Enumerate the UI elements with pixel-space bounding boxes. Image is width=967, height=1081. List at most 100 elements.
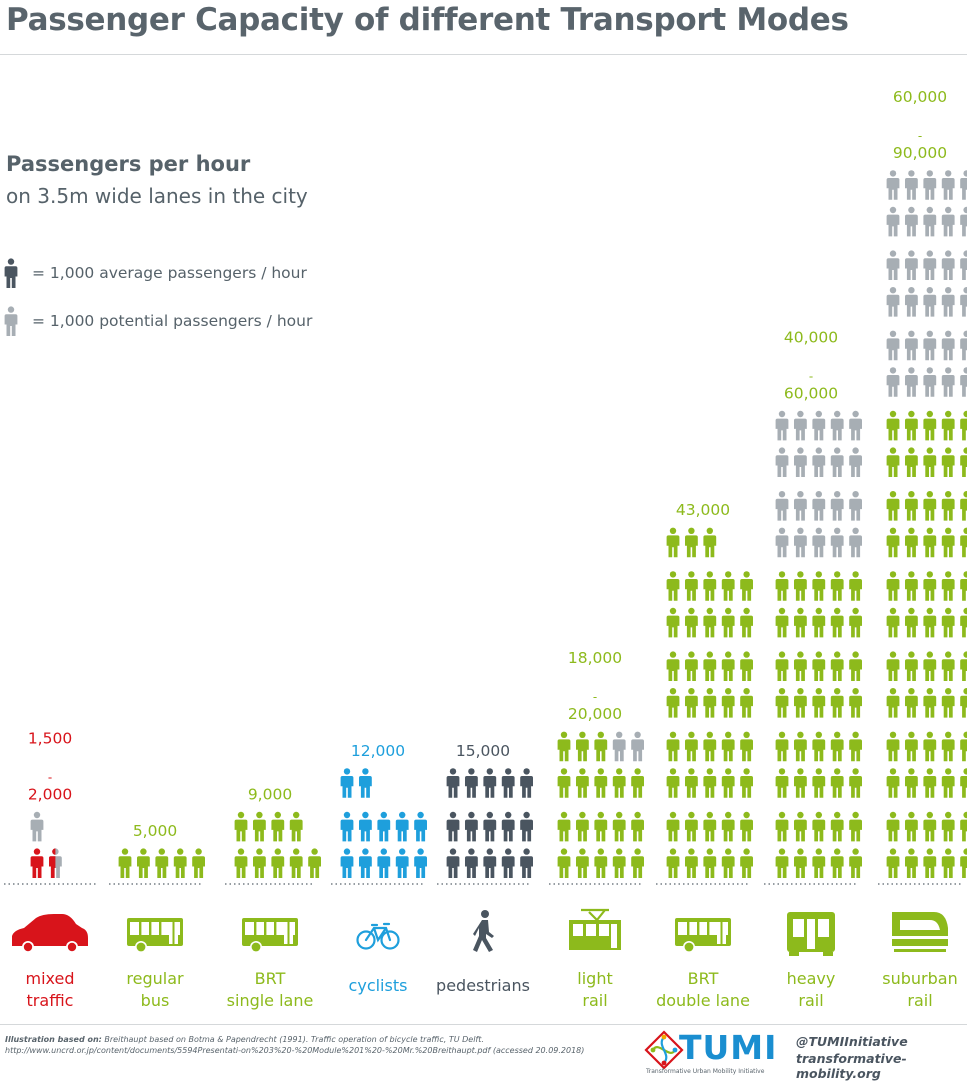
mode-label: regular xyxy=(126,969,184,988)
figure-average xyxy=(905,848,918,878)
figure-average xyxy=(253,811,266,842)
train-icon xyxy=(787,912,835,956)
figure-average xyxy=(812,571,826,601)
figure-average xyxy=(234,848,248,878)
figure-potential xyxy=(923,206,937,237)
figure-potential xyxy=(775,447,789,477)
figure-average xyxy=(192,848,205,878)
figure-potential xyxy=(612,731,626,762)
car-icon xyxy=(12,914,88,953)
mode-label: light xyxy=(577,969,612,988)
figure-average xyxy=(923,651,937,681)
figure-average xyxy=(685,651,698,681)
figure-average xyxy=(465,768,478,798)
figure-potential xyxy=(812,527,826,558)
figure-average xyxy=(941,410,955,441)
source-label: Illustration based on: xyxy=(5,1035,102,1044)
website-link[interactable]: transformative-mobility.org xyxy=(796,1051,907,1081)
figure-average xyxy=(830,768,844,798)
category-5: 18,000 -20,000 light rail xyxy=(549,649,644,1010)
figure-potential xyxy=(941,287,955,317)
figure-average xyxy=(941,491,955,521)
figure-average xyxy=(886,607,900,638)
value-label: 60,000 xyxy=(784,384,838,402)
figure-average xyxy=(941,811,955,842)
category-6: 43,000 BRT double lane xyxy=(656,501,753,1010)
figure-average xyxy=(501,848,515,878)
figure-average xyxy=(703,571,717,601)
figure-average xyxy=(886,768,900,798)
figure-average xyxy=(612,848,626,878)
mode-label: rail xyxy=(907,991,932,1010)
social-handle[interactable]: @TUMIInitiative xyxy=(796,1034,908,1049)
figure-potential xyxy=(830,491,844,521)
figure-average xyxy=(308,848,321,878)
figure-average xyxy=(483,768,497,798)
figure-average xyxy=(960,811,967,842)
figure-average xyxy=(155,848,169,878)
figure-average xyxy=(830,848,844,878)
figure-average xyxy=(359,768,372,798)
pictogram-chart: 1,500-2,000mixedtraffic5,000regularbus9,… xyxy=(4,88,967,1010)
figure-potential xyxy=(923,250,937,280)
tumi-logo-word: TUMI xyxy=(679,1028,778,1067)
figure-potential xyxy=(794,527,807,558)
figure-average xyxy=(923,811,937,842)
tumi-logo-subtitle: Transformative Urban Mobility Initiative xyxy=(646,1068,765,1075)
figure-average xyxy=(960,688,967,718)
figure-average xyxy=(886,491,900,521)
figure-potential xyxy=(886,330,900,361)
figure-average xyxy=(740,848,753,878)
figure-average xyxy=(721,571,735,601)
figure-average xyxy=(923,571,937,601)
figure-average xyxy=(740,731,753,762)
figure-average xyxy=(812,768,826,798)
figure-average xyxy=(414,848,427,878)
figure-average xyxy=(173,848,187,878)
mode-label: suburban xyxy=(882,969,957,988)
figure-average xyxy=(905,768,918,798)
figure-average xyxy=(685,811,698,842)
figure-potential xyxy=(849,491,862,521)
person-icon-potential xyxy=(4,306,18,336)
figure-average xyxy=(794,848,807,878)
figure-average xyxy=(612,811,626,842)
mode-label: BRT xyxy=(688,969,719,988)
figure-average xyxy=(631,768,644,798)
figure-average xyxy=(377,848,391,878)
value-label: - xyxy=(918,129,922,143)
figure-average xyxy=(775,651,789,681)
figure-average xyxy=(960,768,967,798)
figure-average xyxy=(830,688,844,718)
figure-average xyxy=(703,527,717,558)
figure-average xyxy=(703,731,717,762)
figure-average xyxy=(886,527,900,558)
figure-average xyxy=(666,571,680,601)
figure-average xyxy=(377,811,391,842)
value-label: 40,000 xyxy=(784,328,838,346)
category-7: 40,000 -60,000 heavy rail xyxy=(764,328,862,1010)
value-label: 18,000 xyxy=(568,649,622,667)
figure-average xyxy=(923,731,937,762)
figure-average xyxy=(666,848,680,878)
figure-average xyxy=(340,768,354,798)
figure-average xyxy=(886,651,900,681)
figure-average xyxy=(685,768,698,798)
figure-average xyxy=(905,607,918,638)
figure-potential xyxy=(794,410,807,441)
figure-average xyxy=(886,447,900,477)
figure-average xyxy=(794,607,807,638)
figure-average xyxy=(923,491,937,521)
figure-potential xyxy=(905,330,918,361)
figure-average xyxy=(775,768,789,798)
figure-average xyxy=(960,848,967,878)
figure-average xyxy=(849,688,862,718)
figure-average xyxy=(271,811,285,842)
figure-average xyxy=(501,768,515,798)
figure-average xyxy=(721,651,735,681)
figure-potential xyxy=(941,330,955,361)
figure-average xyxy=(886,688,900,718)
figure-average xyxy=(289,848,303,878)
figure-average xyxy=(483,848,497,878)
figure-potential xyxy=(923,170,937,200)
